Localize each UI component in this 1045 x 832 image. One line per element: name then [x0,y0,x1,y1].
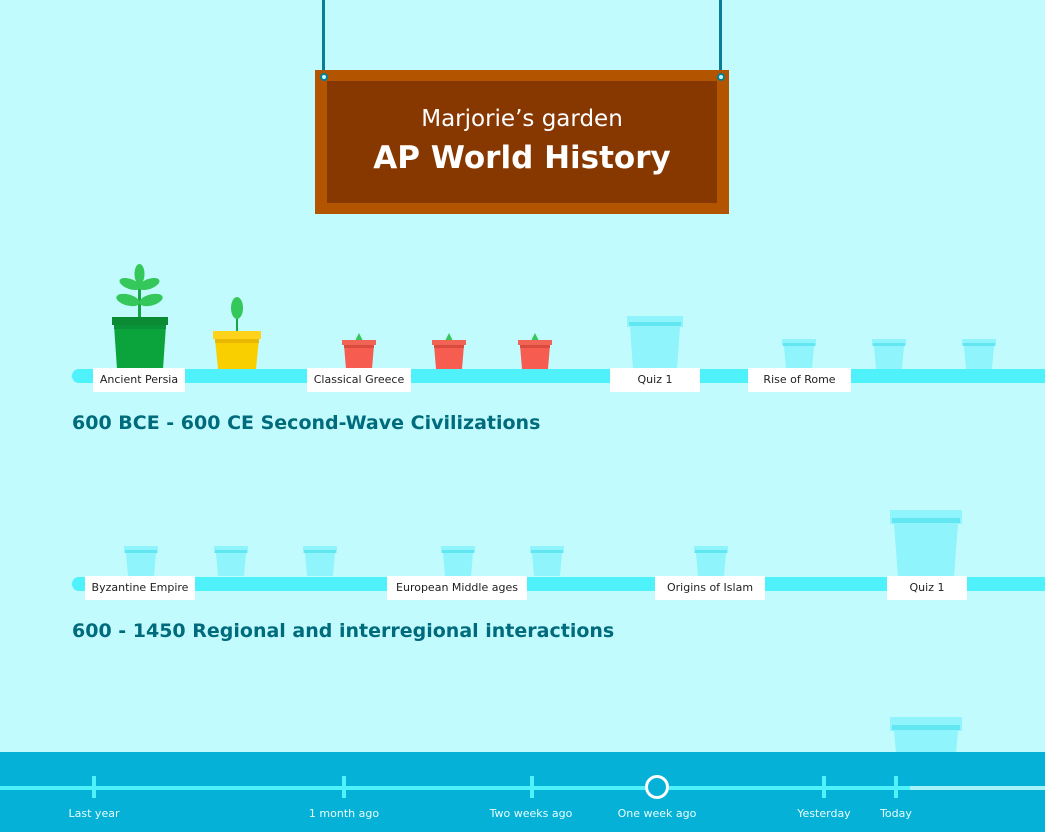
timeline-label-last-year[interactable]: Last year [68,807,120,820]
shelf-label-quiz[interactable]: Quiz 1 [887,576,967,600]
sign-board: Marjorie’s garden AP World History [327,81,717,203]
shelf-label-european-middle-ages[interactable]: European Middle ages [387,576,527,600]
timeline-track [0,786,910,790]
empty-pot-quiz[interactable] [627,316,683,370]
shelf-second-wave [72,369,1045,383]
empty-pot[interactable] [303,546,337,577]
empty-pot[interactable] [694,546,728,577]
plant-pot-sprout[interactable] [518,333,552,370]
empty-pot[interactable] [214,546,248,577]
garden-sign: Marjorie’s garden AP World History [315,70,729,214]
timeline-tick[interactable] [530,776,534,798]
empty-pot[interactable] [962,339,996,370]
sign-hook-left [319,73,328,81]
empty-pot-quiz[interactable] [890,510,962,578]
timeline-tick[interactable] [894,776,898,798]
plant-pot-sprout[interactable] [342,333,376,370]
section-title-second-wave: 600 BCE - 600 CE Second-Wave Civilizatio… [72,412,541,434]
sign-rope-right [719,0,722,76]
shelf-label-quiz[interactable]: Quiz 1 [610,368,700,392]
empty-pot[interactable] [124,546,158,577]
empty-pot[interactable] [441,546,475,577]
empty-pot[interactable] [872,339,906,370]
shelf-label-origins-of-islam[interactable]: Origins of Islam [655,576,765,600]
timeline-label-today[interactable]: Today [880,807,912,820]
sign-rope-left [322,0,325,76]
timeline-label-1-month-ago[interactable]: 1 month ago [308,807,380,820]
shelf-label-ancient-persia[interactable]: Ancient Persia [93,368,185,392]
timeline-label-two-weeks-ago[interactable]: Two weeks ago [489,807,573,820]
timeline-tick[interactable] [92,776,96,798]
timeline-tick[interactable] [342,776,346,798]
shelf-label-rise-of-rome[interactable]: Rise of Rome [748,368,851,392]
plant-pot-sprout[interactable] [432,333,466,370]
timeline-bar: Last year 1 month ago Two weeks ago One … [0,752,1045,832]
empty-pot[interactable] [530,546,564,577]
shelf-label-classical-greece[interactable]: Classical Greece [307,368,411,392]
empty-pot-quiz[interactable] [890,717,962,753]
plant-pot-seedling[interactable] [213,296,261,370]
course-title: AP World History [373,140,671,176]
shelf-label-byzantine-empire[interactable]: Byzantine Empire [85,576,195,600]
timeline-tick[interactable] [822,776,826,798]
timeline-scrubber-handle[interactable] [645,775,669,799]
garden-name: Marjorie’s garden [421,106,623,132]
section-title-regional-interactions: 600 - 1450 Regional and interregional in… [72,620,615,642]
timeline-track-future [910,786,1045,790]
plant-pot-ancient-persia[interactable] [110,262,170,370]
empty-pot[interactable] [782,339,816,370]
timeline-label-yesterday[interactable]: Yesterday [797,807,851,820]
shelf-regional-interactions [72,577,1045,591]
timeline-label-one-week-ago[interactable]: One week ago [617,807,697,820]
sign-hook-right [716,73,725,81]
